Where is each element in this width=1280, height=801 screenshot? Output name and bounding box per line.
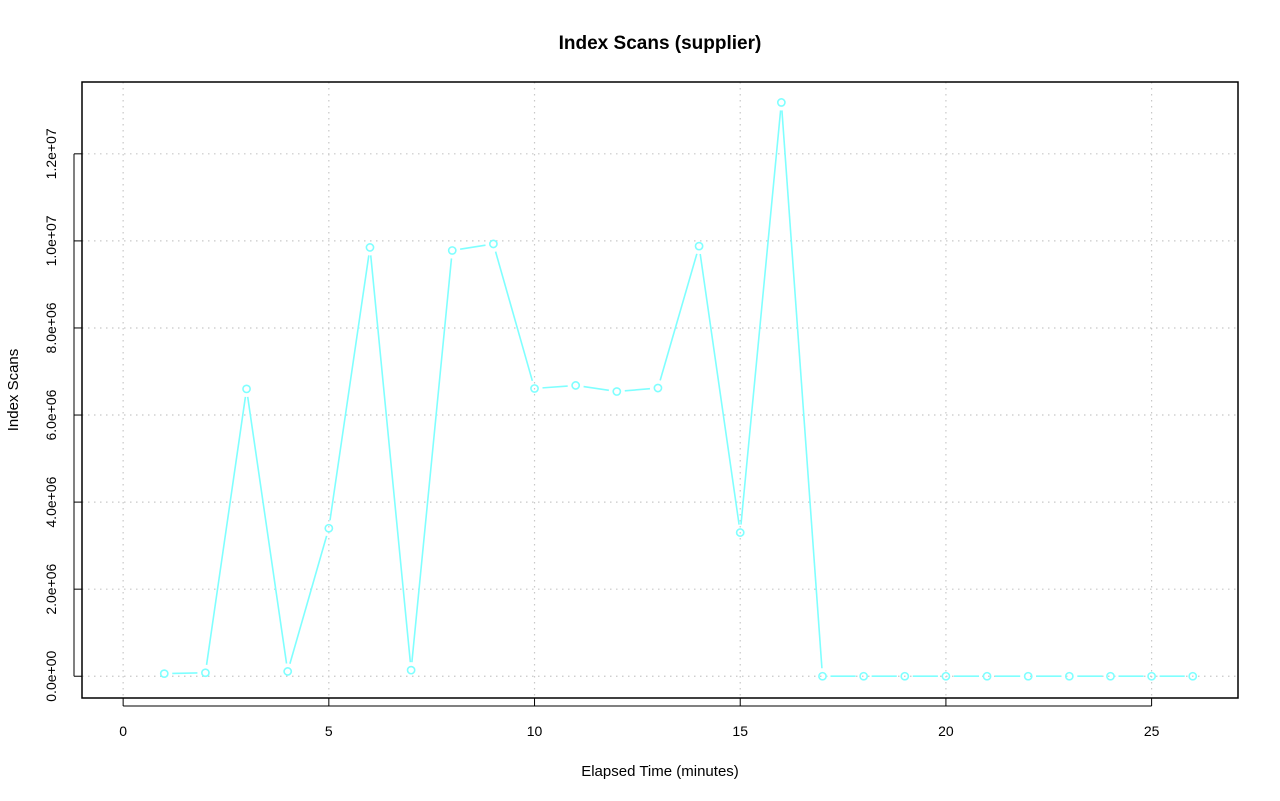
x-tick-label: 20 xyxy=(938,723,954,739)
data-point xyxy=(324,523,334,533)
series-segment xyxy=(740,110,782,525)
data-point xyxy=(776,98,786,107)
series-segment xyxy=(583,385,610,392)
x-tick-label: 15 xyxy=(732,723,748,739)
data-point xyxy=(1106,671,1115,681)
series-segment xyxy=(494,251,534,382)
data-point xyxy=(612,387,622,396)
y-tick-label: 8.0e+06 xyxy=(43,302,59,353)
y-tick-label: 6.0e+06 xyxy=(43,389,59,440)
data-point xyxy=(1023,671,1033,681)
data-point xyxy=(530,384,539,393)
x-tick-label: 25 xyxy=(1144,723,1160,739)
y-axis-label: Index Scans xyxy=(5,349,22,432)
y-tick-label: 0.0e+00 xyxy=(43,651,59,702)
y-tick-label: 4.0e+06 xyxy=(43,476,59,527)
series-segment xyxy=(369,255,412,663)
x-tick-label: 10 xyxy=(527,723,543,739)
series-segment xyxy=(329,255,370,521)
y-axis: 0.0e+00 2.0e+06 4.0e+06 6.0e+06 8.0e+06 1.0e+… xyxy=(43,128,82,702)
data-point xyxy=(1147,671,1157,681)
data-point xyxy=(694,241,704,251)
series-segment xyxy=(205,396,247,665)
data-point xyxy=(1188,671,1198,681)
series-layer xyxy=(159,98,1198,681)
series-segment xyxy=(659,253,698,381)
series-segment xyxy=(246,396,288,664)
series-segment xyxy=(460,244,486,251)
data-point xyxy=(982,671,992,681)
series-segment xyxy=(699,253,740,525)
data-point xyxy=(488,239,498,249)
y-tick-label: 2.0e+06 xyxy=(43,563,59,614)
data-point xyxy=(941,671,951,681)
data-point xyxy=(447,246,457,255)
series-segment xyxy=(624,387,651,392)
x-tick-label: 5 xyxy=(325,723,333,739)
data-point xyxy=(900,671,910,681)
chart-title: Index Scans (supplier) xyxy=(559,33,762,54)
y-tick-label: 1.0e+07 xyxy=(43,215,59,266)
data-point xyxy=(653,383,663,393)
series-segment xyxy=(411,258,453,663)
data-point xyxy=(201,668,210,678)
x-axis-label: Elapsed Time (minutes) xyxy=(581,763,739,780)
series-segment xyxy=(781,110,823,669)
data-point xyxy=(159,669,169,679)
series-segment xyxy=(172,672,198,675)
data-point xyxy=(571,381,581,390)
series-segment xyxy=(289,535,328,664)
data-point xyxy=(735,528,745,537)
data-point xyxy=(283,667,293,676)
data-point xyxy=(406,665,416,675)
plot-frame xyxy=(81,81,1239,699)
series-segment xyxy=(542,385,568,389)
data-point xyxy=(859,671,869,681)
data-point xyxy=(365,243,375,252)
x-tick-label: 0 xyxy=(119,723,127,739)
data-point xyxy=(1064,671,1074,681)
grid-lines xyxy=(82,82,1238,698)
x-axis: 0 5 10 15 20 25 xyxy=(119,698,1160,739)
data-point xyxy=(242,384,251,394)
data-point xyxy=(818,671,827,681)
y-tick-label: 1.2e+07 xyxy=(43,128,59,179)
